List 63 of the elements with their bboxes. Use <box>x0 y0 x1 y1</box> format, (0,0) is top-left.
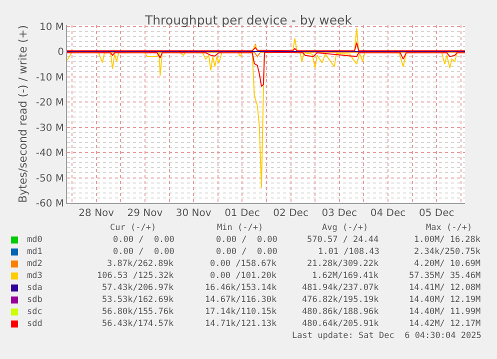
legend-label: sdd <box>27 319 42 329</box>
text: 480.64k/205.91k <box>302 319 379 329</box>
x-tick-label: 29 Nov <box>127 208 163 219</box>
text: 14.40M/ 11.99M <box>409 307 481 317</box>
legend-label: md2 <box>27 259 42 269</box>
y-tick-label: 0 <box>58 47 64 58</box>
x-tick-label: 04 Dec <box>370 208 406 219</box>
text: 476.82k/195.19k <box>302 295 379 305</box>
x-tick-label: 03 Dec <box>322 208 358 219</box>
y-tick-label: 10 M <box>39 22 64 33</box>
text: 57.43k/206.97k <box>102 283 174 293</box>
text: 480.86k/188.96k <box>302 307 379 317</box>
y-tick-label: -40 M <box>36 148 64 159</box>
text: 570.57 / 24.44 <box>307 235 379 245</box>
text: 106.53 /125.32k <box>97 271 174 281</box>
legend-label: sda <box>27 283 42 293</box>
text: 1.62M/169.41k <box>312 271 379 281</box>
text: 21.28k/309.22k <box>307 259 379 269</box>
legend-label: sdc <box>27 307 42 317</box>
text: 56.43k/174.57k <box>102 319 174 329</box>
x-tick-label: 02 Dec <box>273 208 308 219</box>
legend-label: sdb <box>27 295 42 305</box>
text: 1.01 /108.43 <box>318 247 380 257</box>
legend-label: md3 <box>27 271 42 281</box>
text: 0.00 / 0.00 <box>113 235 174 245</box>
text: 14.41M/ 12.08M <box>409 283 481 293</box>
text: 14.71k/121.13k <box>205 319 277 329</box>
text: 481.94k/237.07k <box>302 283 379 293</box>
text: 14.67k/116.30k <box>205 295 277 305</box>
y-tick-label: -10 M <box>36 72 64 84</box>
text: 17.14k/110.15k <box>205 307 277 317</box>
x-tick-label: 01 Dec <box>224 208 260 219</box>
y-tick-label: -30 M <box>36 122 64 134</box>
text: Avg (-/+) <box>322 223 368 233</box>
text: 0.00 /158.67k <box>210 259 277 269</box>
text: 14.40M/ 12.19M <box>409 295 481 305</box>
text: 0.00 / 0.00 <box>113 247 174 257</box>
text: 0.00 / 0.00 <box>216 247 278 257</box>
legend-label: md0 <box>27 235 42 245</box>
y-axis-title: Bytes/second read (-) / write (+) <box>16 25 30 203</box>
x-tick-label: 30 Nov <box>176 208 212 219</box>
text: 1.00M/ 16.28k <box>414 235 481 245</box>
text: 57.35M/ 35.46M <box>409 271 481 281</box>
y-tick-label: -60 M <box>36 198 64 210</box>
x-tick-label: 05 Dec <box>419 208 454 219</box>
text: 56.80k/155.76k <box>102 307 174 317</box>
text: Min (-/+) <box>217 223 264 233</box>
text: 4.20M/ 10.69M <box>414 259 481 269</box>
text: 53.53k/162.69k <box>102 295 174 305</box>
text: 0.00 /101.20k <box>210 271 277 281</box>
text: Cur (-/+) <box>110 223 156 233</box>
legend-label: md1 <box>27 247 42 257</box>
text: 3.87k/262.89k <box>107 259 174 269</box>
text: Last update: Sat Dec 6 04:30:04 2025 <box>292 331 482 341</box>
text: 16.46k/153.14k <box>205 283 277 293</box>
chart-title: Throughput per device - by week <box>144 12 353 28</box>
y-tick-label: -50 M <box>36 173 64 184</box>
text: 14.42M/ 12.17M <box>409 319 481 329</box>
y-tick-label: -20 M <box>36 98 64 109</box>
text: 0.00 / 0.00 <box>216 235 278 245</box>
text: 2.34k/250.75k <box>414 247 481 257</box>
text: Max (-/+) <box>426 223 472 233</box>
x-tick-label: 28 Nov <box>78 208 114 219</box>
